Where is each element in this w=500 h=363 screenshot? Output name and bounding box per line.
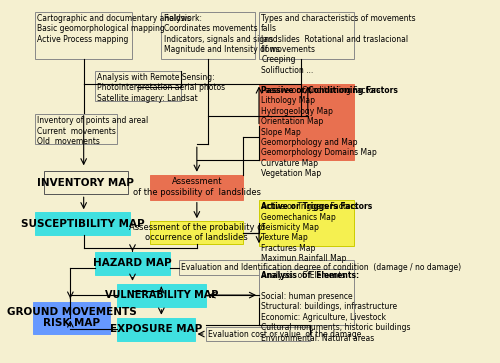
- Text: Cartographic and documentary analysis
Basic geomorphological mapping
Active Proc: Cartographic and documentary analysis Ba…: [37, 14, 191, 44]
- Text: Active or Triggers Factors
Geomechanics Map
Seismicity Map
Texture Map
Fractures: Active or Triggers Factors Geomechanics …: [261, 202, 358, 263]
- Text: Types and characteristics of movements
falls
landslides  Rotational and traslaci: Types and characteristics of movements f…: [261, 14, 416, 75]
- Text: Passive or Conditioning Factors: Passive or Conditioning Factors: [261, 86, 398, 95]
- Text: Fieldwork:
Coordinates movements
Indicators, signals and signs
Magnitude and Int: Fieldwork: Coordinates movements Indicat…: [164, 14, 314, 54]
- FancyBboxPatch shape: [206, 327, 310, 341]
- FancyBboxPatch shape: [150, 175, 244, 200]
- FancyBboxPatch shape: [259, 12, 354, 58]
- Text: SUSCEPTIBILITY MAP: SUSCEPTIBILITY MAP: [21, 219, 144, 229]
- Text: Inventory of points and areal
Current  movements
Old  movements: Inventory of points and areal Current mo…: [37, 117, 148, 146]
- FancyBboxPatch shape: [117, 318, 194, 341]
- Text: EXPOSURE MAP: EXPOSURE MAP: [110, 324, 202, 334]
- Text: Passive or Conditioning Factors
Lithology Map
Hydrogeology Map
Orientation Map
S: Passive or Conditioning Factors Litholog…: [261, 86, 381, 178]
- Text: VULNERABILITY MAP: VULNERABILITY MAP: [104, 290, 218, 300]
- FancyBboxPatch shape: [259, 83, 354, 160]
- FancyBboxPatch shape: [259, 269, 354, 325]
- FancyBboxPatch shape: [117, 284, 206, 307]
- FancyBboxPatch shape: [35, 12, 132, 58]
- FancyBboxPatch shape: [95, 252, 170, 275]
- Text: Evaluation cost or value  of the damage: Evaluation cost or value of the damage: [208, 330, 362, 339]
- Text: GROUND MOVEMENTS
RISK MAP: GROUND MOVEMENTS RISK MAP: [6, 307, 136, 329]
- FancyBboxPatch shape: [35, 114, 117, 144]
- FancyBboxPatch shape: [95, 71, 182, 101]
- FancyBboxPatch shape: [35, 212, 130, 236]
- FancyBboxPatch shape: [32, 302, 110, 334]
- Text: Evaluation and Identification degree of condition  (damage / no damage): Evaluation and Identification degree of …: [182, 263, 462, 272]
- FancyBboxPatch shape: [44, 171, 128, 194]
- Text: Assessment of the probability of
occurrence of landslides: Assessment of the probability of occurre…: [128, 223, 265, 242]
- Text: HAZARD MAP: HAZARD MAP: [93, 258, 172, 268]
- Text: Analysis with Remote Sensing:
Photointerpretation aerial photos
Satellite imager: Analysis with Remote Sensing: Photointer…: [97, 73, 225, 103]
- Text: Analysis  of  Elements:: Analysis of Elements:: [261, 271, 360, 280]
- FancyBboxPatch shape: [150, 221, 244, 244]
- FancyBboxPatch shape: [259, 200, 354, 246]
- Text: Assessment
of the possibility of  landslides: Assessment of the possibility of landsli…: [133, 178, 261, 197]
- Text: Analysis  of  Elements:

Social: human presence
Structural: buildings, infrastru: Analysis of Elements: Social: human pres…: [261, 271, 410, 343]
- FancyBboxPatch shape: [179, 260, 354, 275]
- Text: INVENTORY MAP: INVENTORY MAP: [38, 178, 134, 188]
- FancyBboxPatch shape: [162, 12, 254, 58]
- Text: Active or Triggers Factors: Active or Triggers Factors: [261, 202, 372, 211]
